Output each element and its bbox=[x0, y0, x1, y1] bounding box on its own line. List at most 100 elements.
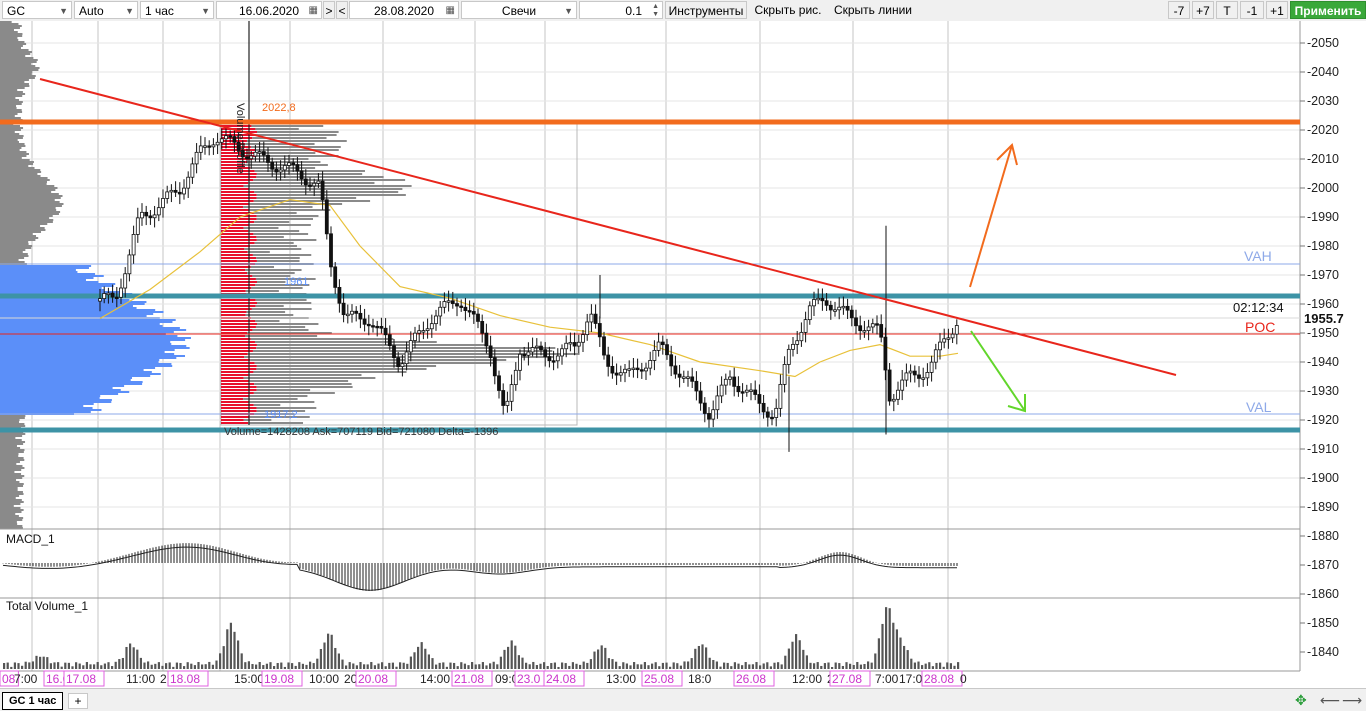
candle-body bbox=[291, 162, 296, 166]
arrow-left-icon[interactable]: ⟵ bbox=[1320, 692, 1341, 708]
candle-body bbox=[282, 165, 287, 171]
session-profile-bar bbox=[221, 248, 245, 250]
symbol-select[interactable]: GC ▼ bbox=[2, 1, 72, 19]
down-arrow-icon[interactable] bbox=[970, 330, 1026, 413]
left-profile-bar bbox=[0, 125, 20, 127]
left-profile-bar bbox=[0, 425, 26, 427]
left-profile-bar bbox=[0, 251, 23, 253]
session-profile-bar bbox=[221, 167, 251, 169]
candle-body bbox=[845, 305, 850, 311]
candle-body bbox=[123, 273, 128, 289]
left-profile-bar bbox=[0, 357, 177, 359]
candle-body bbox=[534, 345, 539, 349]
volume-bar bbox=[625, 663, 628, 669]
left-profile-bar bbox=[0, 347, 190, 349]
left-profile-bar bbox=[0, 21, 12, 23]
candle-body bbox=[648, 360, 653, 369]
volume-bar bbox=[852, 664, 855, 669]
left-profile-bar bbox=[0, 163, 34, 165]
spinner-icon[interactable]: ▲ ▼ bbox=[652, 3, 659, 18]
chart-type-select[interactable]: Свечи ▼ bbox=[461, 1, 577, 19]
macd-pane-label: MACD_1 bbox=[6, 532, 55, 546]
candle-body bbox=[438, 306, 443, 317]
chart-area[interactable]: -2050 -2040 -2030 -2020 -2010 -2000 -1990 -1980… bbox=[0, 21, 1366, 688]
trendline[interactable] bbox=[39, 78, 1177, 376]
timeframe-select[interactable]: 1 час ▼ bbox=[140, 1, 214, 19]
plus1-button[interactable]: +1 bbox=[1266, 1, 1288, 19]
session-profile-bar bbox=[256, 239, 317, 241]
nav-prev-button[interactable]: > bbox=[323, 1, 335, 19]
session-profile-bar bbox=[221, 392, 254, 394]
left-profile-bar bbox=[0, 389, 121, 391]
left-profile-bar bbox=[0, 291, 124, 293]
candle-body bbox=[837, 306, 842, 311]
time-axis-date-box bbox=[543, 670, 585, 687]
minus1-button[interactable]: -1 bbox=[1240, 1, 1264, 19]
candle-body bbox=[765, 411, 770, 418]
date-to-input[interactable]: 28.08.2020 ▦ bbox=[349, 1, 459, 19]
volume-bar bbox=[751, 664, 754, 669]
session-profile-bar bbox=[221, 131, 257, 133]
volume-bar bbox=[211, 664, 214, 669]
left-profile-bar bbox=[0, 315, 147, 317]
volume-bar bbox=[571, 662, 574, 669]
volume-bar bbox=[492, 661, 495, 669]
minus7-button[interactable]: -7 bbox=[1168, 1, 1190, 19]
volume-bar bbox=[453, 662, 456, 669]
calendar-icon[interactable]: ▦ bbox=[445, 5, 455, 16]
plus7-button[interactable]: +7 bbox=[1192, 1, 1214, 19]
arrow-right-icon[interactable]: ⟶ bbox=[1342, 692, 1363, 708]
date-from-input[interactable]: 16.06.2020 ▦ bbox=[216, 1, 322, 19]
candle-body bbox=[371, 325, 375, 328]
step-input[interactable]: 0.1 ▲ ▼ bbox=[579, 1, 663, 19]
candle-body bbox=[820, 297, 825, 302]
session-profile-bar bbox=[221, 365, 257, 367]
nav-next-button[interactable]: < bbox=[336, 1, 348, 19]
volume-bar bbox=[409, 656, 412, 669]
price-tick-label: -1950 bbox=[1307, 326, 1339, 340]
tools-button[interactable]: Инструменты bbox=[665, 1, 747, 19]
apply-button[interactable]: Применить bbox=[1290, 1, 1366, 19]
left-profile-bar bbox=[0, 275, 104, 277]
add-tab-button[interactable]: + bbox=[68, 693, 88, 709]
price-chart[interactable]: -2050 -2040 -2030 -2020 -2010 -2000 -1990 -1980… bbox=[0, 21, 1366, 688]
left-profile-bar bbox=[0, 45, 23, 47]
candle-body bbox=[383, 327, 388, 336]
candle-body bbox=[585, 321, 590, 336]
volume-bar bbox=[647, 665, 650, 669]
chart-tab[interactable]: GC 1 час bbox=[2, 692, 64, 710]
candle-body bbox=[770, 416, 774, 420]
arrows-out-icon[interactable]: ✥ bbox=[1295, 692, 1307, 708]
volume-bar bbox=[942, 666, 945, 669]
hide-drawings-button[interactable]: Скрыть рис. bbox=[749, 1, 827, 19]
volume-bar bbox=[413, 652, 416, 669]
statusbar: GC 1 час + ✥ ⟵ ⟶ bbox=[0, 688, 1366, 711]
left-profile-bar bbox=[0, 247, 32, 249]
session-profile-bar bbox=[221, 362, 255, 364]
left-profile-bar bbox=[0, 231, 42, 233]
volume-bar bbox=[748, 664, 751, 669]
left-profile-bar bbox=[0, 387, 113, 389]
left-profile-bar bbox=[0, 241, 29, 243]
left-profile-bar bbox=[0, 503, 21, 505]
up-arrow-icon[interactable] bbox=[969, 143, 1018, 288]
volume-bar bbox=[60, 666, 63, 669]
hide-lines-button[interactable]: Скрыть линии bbox=[829, 1, 917, 19]
session-profile-bar bbox=[221, 410, 257, 412]
candle-body bbox=[350, 310, 354, 315]
volume-bar bbox=[46, 657, 49, 669]
volume-bar bbox=[305, 664, 308, 669]
calendar-icon[interactable]: ▦ bbox=[308, 5, 318, 16]
session-profile-bar bbox=[221, 290, 246, 292]
candle-body bbox=[581, 334, 585, 343]
left-profile-bar bbox=[0, 117, 21, 119]
t-button[interactable]: T bbox=[1216, 1, 1238, 19]
candle-body bbox=[463, 306, 468, 311]
left-profile-bar bbox=[0, 85, 30, 87]
date-from-value: 16.06.2020 bbox=[238, 4, 300, 18]
candle-body bbox=[854, 317, 858, 327]
mode-select[interactable]: Auto ▼ bbox=[74, 1, 138, 19]
session-profile-bar bbox=[256, 194, 406, 196]
session-profile-bar bbox=[256, 257, 300, 259]
volume-bar bbox=[64, 662, 67, 669]
